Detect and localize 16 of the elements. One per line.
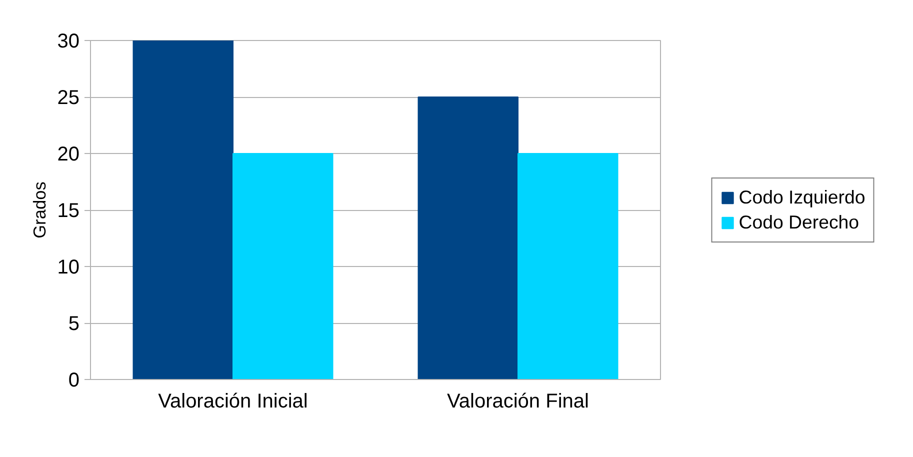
x-tick-label: Valoración Final	[447, 390, 589, 412]
y-tick-label: 10	[57, 256, 80, 278]
y-axis-title: Grados	[29, 181, 50, 238]
bar	[518, 153, 618, 380]
y-tick-label: 5	[68, 313, 80, 335]
y-tick-label: 0	[68, 370, 80, 392]
legend-label: Codo Derecho	[738, 211, 860, 233]
y-tick-label: 20	[57, 144, 80, 166]
x-tick-label: Valoración Inicial	[158, 390, 308, 412]
y-tick-label: 15	[57, 200, 80, 222]
bar	[418, 96, 518, 380]
legend-label: Codo Izquierdo	[738, 186, 866, 208]
bar	[132, 40, 234, 380]
y-tick-label: 30	[57, 30, 80, 52]
bar	[232, 153, 334, 380]
y-tick-label: 25	[57, 87, 80, 109]
